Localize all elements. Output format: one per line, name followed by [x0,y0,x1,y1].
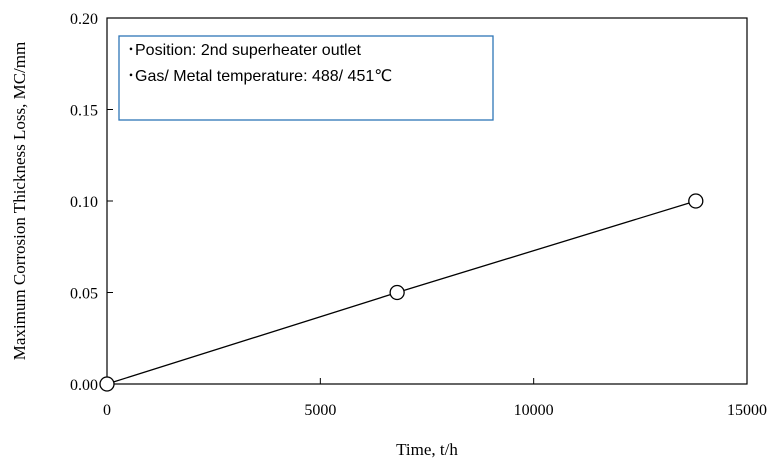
x-tick-label: 5000 [304,402,336,419]
data-point-0 [99,376,115,392]
plot-area: 0.00 0.05 0.10 0.15 0.20 0 5000 10000 15000 Time,… [10,11,767,459]
data-point-1 [389,284,405,301]
y-tick-label: 0.15 [70,103,98,120]
x-axis-title: Time, t/h [396,440,458,459]
y-axis-title: Maximum Corrosion Thickness Loss, MC/mm [10,42,29,360]
y-tick-label: 0.00 [70,377,98,394]
x-tick-label: 15000 [727,402,767,419]
data-point-2 [688,193,704,209]
y-tick-label: 0.20 [70,11,98,28]
annotation-text-1: ･Gas/ Metal temperature: 488/ 451℃ [127,68,392,85]
annotation-text-0: ･Position: 2nd superheater outlet [127,42,361,59]
annotation-frame [118,35,494,121]
y-tick-label: 0.10 [70,194,98,211]
y-tick-label: 0.05 [70,286,98,303]
annotation-box: ･Position: 2nd superheater outlet ･Gas/ M… [118,35,494,121]
x-tick-label: 0 [103,402,111,419]
x-tick-label: 10000 [514,402,554,419]
